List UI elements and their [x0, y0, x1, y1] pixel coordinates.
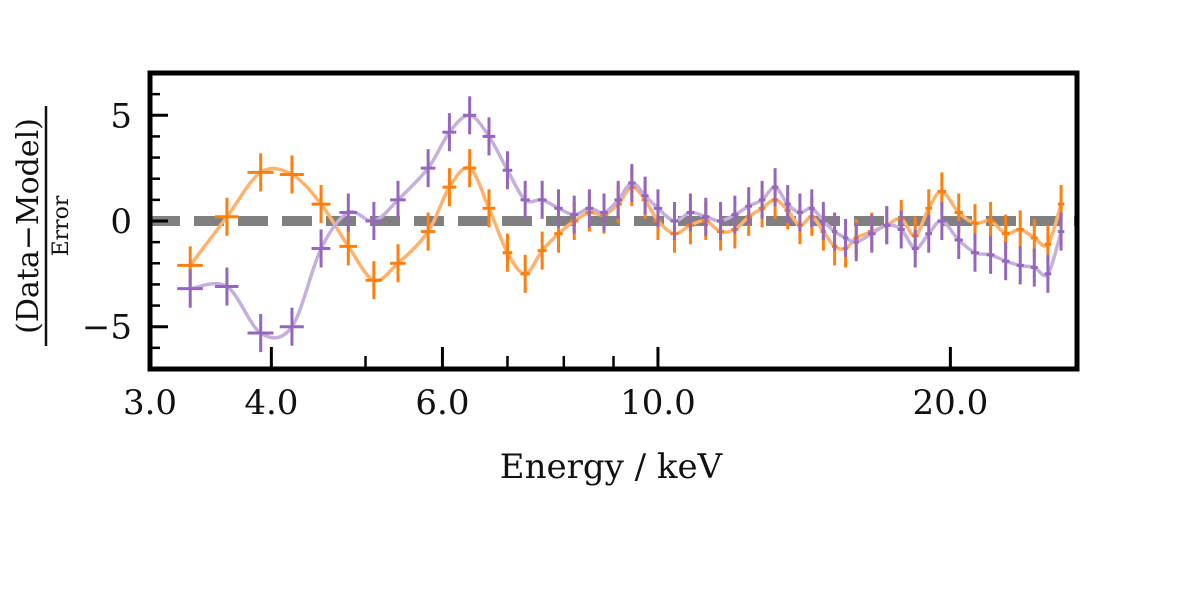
purple-data-point: [925, 214, 933, 253]
orange-data-point: [482, 189, 496, 228]
purple-data-point: [867, 214, 876, 253]
purple-data-point: [784, 185, 791, 224]
orange-data-point: [520, 254, 530, 293]
orange-data-point: [537, 231, 547, 270]
x-tick-label: 20.0: [913, 383, 989, 423]
purple-data-point: [247, 314, 274, 353]
purple-data-point: [215, 267, 239, 306]
purple-data-point: [420, 149, 436, 188]
purple-data-point: [279, 307, 304, 346]
orange-data-point: [420, 212, 436, 251]
x-tick-label: 4.0: [244, 383, 298, 423]
purple-data-point: [520, 180, 530, 219]
purple-data-point: [842, 218, 849, 257]
y-axis-label-denominator: Error: [49, 195, 74, 256]
purple-data-point: [758, 180, 766, 219]
purple-data-point: [653, 189, 663, 228]
orange-data-point: [247, 153, 274, 192]
purple-data-point: [1001, 242, 1010, 281]
purple-data-point: [614, 180, 622, 219]
purple-data-point: [570, 195, 579, 234]
y-axis-label: (Data−Model) Error: [11, 106, 74, 346]
purple-data-point: [686, 193, 695, 232]
orange-data-point: [365, 261, 383, 300]
purple-data-point: [1030, 248, 1038, 287]
purple-data-point: [390, 180, 406, 219]
purple-data-point: [177, 269, 203, 308]
y-tick-label: 0: [110, 202, 132, 242]
purple-data-point: [954, 221, 963, 260]
purple-data-point: [986, 235, 995, 274]
x-tick-labels: 3.0 4.0 6.0 10.0 20.0: [123, 383, 988, 423]
purple-data-point: [883, 206, 891, 245]
purple-data-point: [600, 193, 608, 232]
purple-data-point: [897, 210, 905, 249]
purple-data-point: [731, 195, 739, 234]
purple-data-point: [831, 212, 838, 251]
purple-data-point: [853, 223, 859, 262]
y-tick-label: 5: [110, 96, 132, 136]
purple-data-point: [628, 163, 636, 202]
orange-data-point: [442, 168, 457, 207]
purple-data-point: [554, 189, 563, 228]
orange-data-point: [390, 244, 406, 283]
purple-data-point: [911, 229, 919, 268]
orange-data-point: [502, 233, 513, 272]
purple-data-point: [745, 187, 753, 226]
purple-data-point: [701, 197, 710, 236]
y-axis-label-numerator: (Data−Model): [11, 118, 46, 334]
purple-data-point: [716, 201, 725, 241]
purple-data-point: [1044, 254, 1052, 293]
purple-data-point: [670, 201, 679, 241]
orange-data-point: [1016, 210, 1024, 249]
y-ticks: [150, 92, 168, 350]
y-tick-label: −5: [82, 308, 132, 348]
plot-area: [147, 70, 1080, 372]
purple-data-point: [808, 189, 815, 228]
major-ticks: [148, 347, 952, 369]
purple-data-point: [796, 193, 803, 232]
purple-data-point: [339, 193, 357, 232]
orange-data-point: [279, 155, 304, 194]
purple-series-line: [189, 113, 1063, 340]
x-tick-label: 10.0: [620, 383, 696, 423]
y-tick-labels: −5 0 5: [82, 96, 132, 347]
x-tick-label: 6.0: [415, 383, 469, 423]
orange-data-point: [339, 227, 357, 266]
purple-data-point: [641, 176, 649, 215]
orange-data-point: [463, 149, 477, 188]
orange-data-point: [311, 185, 331, 224]
purple-data-point: [937, 201, 947, 241]
x-tick-label: 3.0: [123, 383, 177, 423]
purple-data-point: [970, 233, 979, 272]
purple-data-point: [771, 168, 779, 207]
x-axis-label: Energy / keV: [500, 447, 724, 487]
purple-data-point: [482, 117, 496, 156]
purple-data-point: [1016, 246, 1024, 285]
minor-ticks: [364, 356, 615, 369]
purple-data-point: [585, 189, 594, 228]
purple-data-point: [537, 180, 547, 219]
purple-data-point: [311, 229, 331, 268]
purple-data-point: [1057, 212, 1065, 251]
purple-data-point: [820, 201, 827, 241]
orange-data-point: [215, 197, 239, 236]
orange-data-point: [986, 201, 995, 241]
purple-data-point: [442, 113, 457, 152]
purple-data-point: [365, 201, 383, 241]
orange-series-line: [188, 165, 1063, 283]
purple-data-point: [502, 151, 513, 190]
purple-data-point: [463, 96, 477, 135]
